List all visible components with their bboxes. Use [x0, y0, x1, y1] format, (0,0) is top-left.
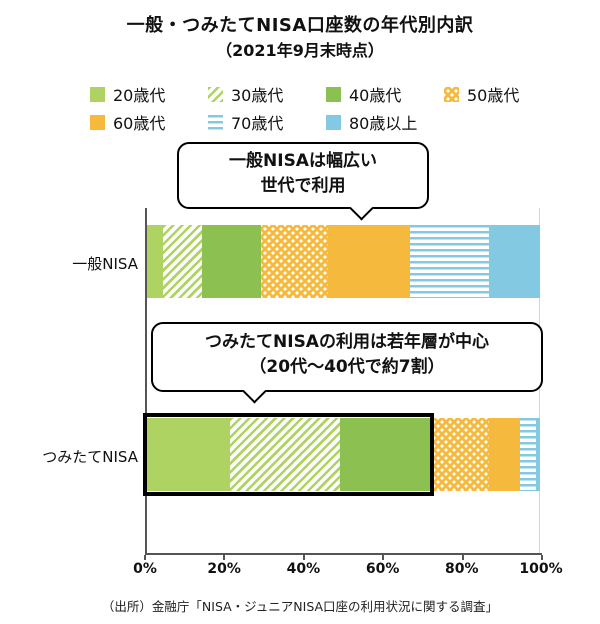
annotation-text: （20代～40代で約7割）: [249, 357, 445, 377]
legend-item-70歳代: 70歳代: [208, 108, 326, 136]
legend-swatch-solid: [326, 114, 341, 130]
legend-item-40歳代: 40歳代: [326, 80, 444, 108]
bar-segment-一般NISA-70歳代: [410, 225, 489, 298]
legend-label: 50歳代: [467, 86, 520, 105]
legend-item-20歳代: 20歳代: [90, 80, 208, 108]
x-tick-mark: [382, 555, 385, 560]
legend-item-60歳代: 60歳代: [90, 108, 208, 136]
bar-segment-つみたてNISA-20歳代: [147, 418, 230, 491]
legend-label: 40歳代: [349, 86, 402, 105]
bubble-tail: [242, 379, 267, 404]
chart-subtitle: （2021年9月末時点）: [216, 41, 384, 60]
bar-segment-つみたてNISA-80歳以上: [536, 418, 540, 491]
annotation-text: 一般NISAは幅広い: [229, 151, 377, 171]
x-tick-label-60%: 60%: [365, 561, 400, 577]
legend: 20歳代 30歳代 40歳代 50歳代 60歳代 70歳代 80歳以上: [90, 80, 580, 136]
x-axis-line: [144, 553, 543, 560]
annotation-bubble-tsumitate-nisa: つみたてNISAの利用は若年層が中心 （20代～40代で約7割）: [151, 322, 543, 404]
x-tick-mark: [144, 555, 146, 560]
x-axis-tick-labels: 0% 20% 40% 60% 80% 100%: [133, 561, 563, 581]
row-label-general-nisa: 一般NISA: [72, 255, 138, 273]
x-tick-label-0%: 0%: [133, 561, 157, 577]
bar-segment-つみたてNISA-50歳代: [429, 418, 489, 491]
x-tick-mark: [302, 555, 305, 560]
x-tick-mark: [461, 555, 464, 560]
bar-segment-一般NISA-40歳代: [202, 225, 261, 298]
legend-item-50歳代: 50歳代: [444, 80, 562, 108]
legend-swatch-dots: [444, 86, 459, 102]
legend-label: 60歳代: [113, 114, 166, 133]
bar-segment-一般NISA-20歳代: [147, 225, 163, 298]
bar-segment-つみたてNISA-60歳代: [488, 418, 521, 491]
legend-swatch-solid: [90, 86, 105, 102]
x-tick-label-40%: 40%: [286, 561, 321, 577]
x-tick-mark: [541, 555, 543, 560]
legend-swatch-solid: [90, 114, 105, 130]
x-tick-label-100%: 100%: [519, 561, 563, 577]
bar-segment-一般NISA-60歳代: [327, 225, 411, 298]
bar-general-nisa: [147, 225, 540, 298]
legend-swatch-diagonal: [208, 86, 223, 102]
legend-item-30歳代: 30歳代: [208, 80, 326, 108]
bubble-tail: [349, 196, 374, 221]
x-tick-label-20%: 20%: [207, 561, 241, 577]
legend-label: 20歳代: [113, 86, 166, 105]
annotation-text: つみたてNISAの利用は若年層が中心: [205, 332, 489, 352]
annotation-bubble-general-nisa: 一般NISAは幅広い 世代で利用: [177, 142, 429, 221]
legend-label: 70歳代: [231, 114, 284, 133]
legend-item-80歳以上: 80歳以上: [326, 108, 444, 136]
bar-segment-つみたてNISA-30歳代: [229, 418, 340, 491]
bar-segment-一般NISA-50歳代: [260, 225, 328, 298]
chart-title: 一般・つみたてNISA口座数の年代別内訳: [126, 15, 474, 36]
annotation-text: 世代で利用: [260, 176, 346, 196]
bar-segment-つみたてNISA-70歳代: [520, 418, 537, 491]
x-tick-label-80%: 80%: [445, 561, 479, 577]
y-axis-line: [145, 208, 147, 555]
source-note: （出所）金融庁「NISA・ジュニアNISA口座の利用状況に関する調査」: [101, 599, 499, 614]
bar-segment-つみたてNISA-40歳代: [339, 418, 430, 491]
row-label-tsumitate-nisa: つみたてNISA: [42, 448, 138, 466]
x-tick-mark: [223, 555, 226, 560]
legend-swatch-hlines: [208, 114, 223, 130]
legend-label: 80歳以上: [349, 114, 418, 133]
bar-segment-一般NISA-80歳以上: [488, 225, 540, 298]
legend-label: 30歳代: [231, 86, 284, 105]
legend-swatch-solid: [326, 86, 341, 102]
bar-segment-一般NISA-30歳代: [162, 225, 203, 298]
bar-tsumitate-nisa: [147, 418, 540, 491]
highlight-box-young-generation: [143, 413, 434, 496]
